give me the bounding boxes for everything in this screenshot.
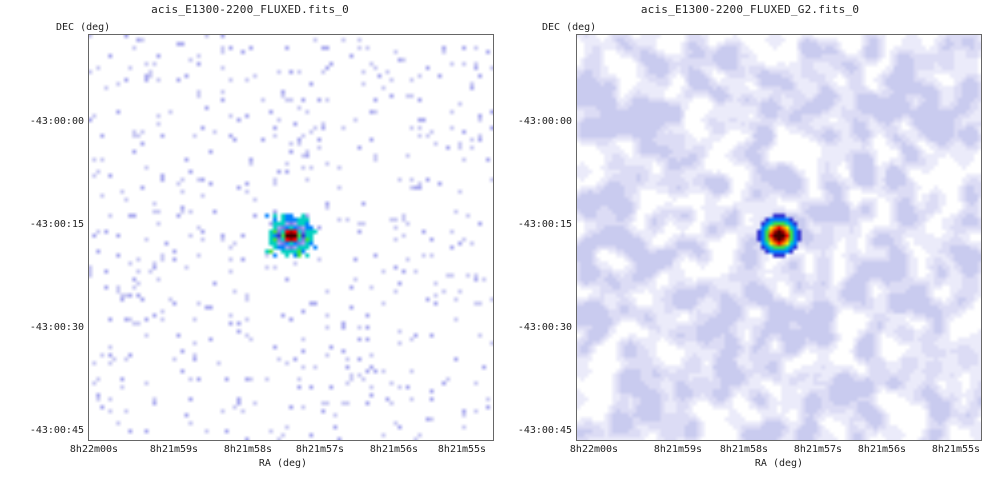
x-tick-label: 8h21m56s bbox=[857, 444, 907, 455]
y-tick-label: -43:00:30 bbox=[29, 322, 84, 333]
y-tick-label: -43:00:45 bbox=[29, 425, 84, 436]
x-tick-label: 8h22m00s bbox=[69, 444, 119, 455]
y-tick-label: -43:00:00 bbox=[29, 116, 84, 127]
panel-title: acis_E1300-2200_FLUXED_G2.fits_0 bbox=[640, 3, 860, 16]
sparse-counts-image[interactable] bbox=[88, 34, 494, 441]
x-tick-label: 8h21m59s bbox=[149, 444, 199, 455]
x-tick-label: 8h21m55s bbox=[931, 444, 981, 455]
x-tick-label: 8h21m55s bbox=[437, 444, 487, 455]
y-tick-label: -43:00:30 bbox=[517, 322, 572, 333]
y-tick-label: -43:00:15 bbox=[517, 219, 572, 230]
x-tick-label: 8h21m57s bbox=[793, 444, 843, 455]
x-axis-label: RA (deg) bbox=[754, 458, 804, 469]
x-tick-label: 8h21m59s bbox=[653, 444, 703, 455]
x-axis-label: RA (deg) bbox=[258, 458, 308, 469]
x-tick-label: 8h21m58s bbox=[223, 444, 273, 455]
y-tick-label: -43:00:45 bbox=[517, 425, 572, 436]
left-image-panel: acis_E1300-2200_FLUXED.fits_0 DEC (deg) … bbox=[29, 3, 494, 469]
x-tick-label: 8h21m58s bbox=[719, 444, 769, 455]
y-tick-label: -43:00:15 bbox=[29, 219, 84, 230]
y-axis-label: DEC (deg) bbox=[542, 22, 597, 33]
y-axis-label: DEC (deg) bbox=[56, 22, 111, 33]
right-image-panel: acis_E1300-2200_FLUXED_G2.fits_0 DEC (de… bbox=[500, 0, 1000, 478]
x-tick-label: 8h21m56s bbox=[369, 444, 419, 455]
y-tick-label: -43:00:00 bbox=[517, 116, 572, 127]
panel-title: acis_E1300-2200_FLUXED.fits_0 bbox=[151, 3, 349, 16]
smoothed-image[interactable] bbox=[576, 34, 982, 441]
x-tick-label: 8h21m57s bbox=[295, 444, 345, 455]
x-tick-label: 8h22m00s bbox=[569, 444, 619, 455]
